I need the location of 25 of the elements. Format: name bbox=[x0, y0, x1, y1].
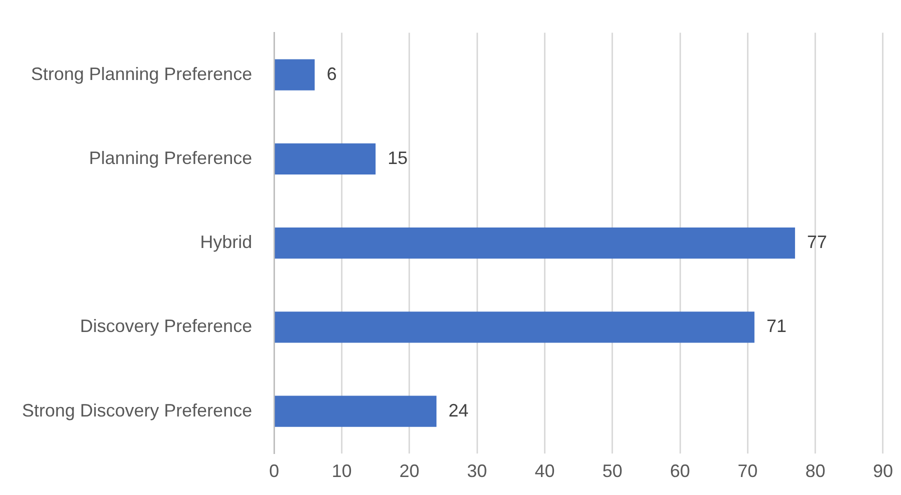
y-tick-label: Planning Preference bbox=[88, 148, 252, 168]
bar bbox=[274, 59, 315, 90]
data-label: 77 bbox=[807, 232, 828, 252]
x-tick-label: 50 bbox=[602, 461, 622, 482]
data-label: 71 bbox=[766, 316, 786, 336]
x-tick-label: 20 bbox=[399, 461, 420, 482]
x-tick-label: 30 bbox=[467, 461, 488, 482]
x-tick-label: 0 bbox=[269, 461, 280, 482]
y-tick-label: Strong Planning Preference bbox=[30, 64, 252, 84]
y-tick-label: Strong Discovery Preference bbox=[22, 400, 252, 420]
y-tick-label: Discovery Preference bbox=[80, 316, 252, 336]
data-label: 24 bbox=[448, 400, 468, 420]
data-label: 6 bbox=[326, 64, 337, 84]
bar bbox=[274, 396, 436, 427]
x-tick-label: 60 bbox=[670, 461, 690, 482]
y-tick-label: Hybrid bbox=[200, 232, 252, 252]
bar bbox=[274, 143, 376, 175]
bar bbox=[274, 228, 796, 259]
data-label: 15 bbox=[388, 148, 408, 168]
x-tick-label: 10 bbox=[332, 461, 352, 482]
bar bbox=[274, 312, 754, 343]
x-tick-label: 90 bbox=[872, 461, 894, 482]
x-tick-label: 40 bbox=[534, 461, 555, 482]
x-tick-label: 80 bbox=[805, 461, 826, 482]
x-tick-label: 70 bbox=[738, 461, 758, 482]
